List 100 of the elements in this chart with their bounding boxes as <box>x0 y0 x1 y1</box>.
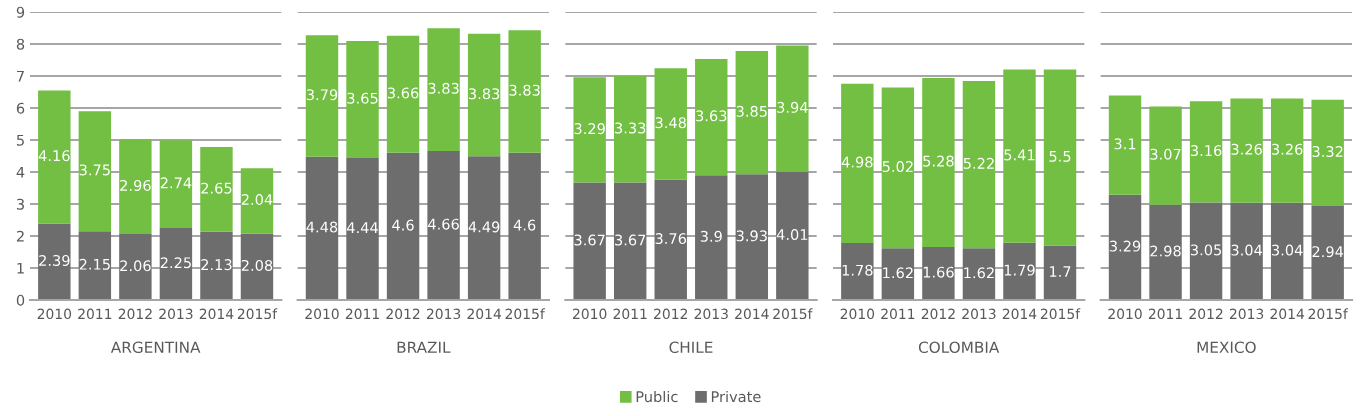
bar <box>467 156 501 300</box>
bar <box>119 139 152 235</box>
x-tick-label: 2011 <box>345 308 379 320</box>
data-label: 5.41 <box>1004 149 1035 161</box>
bar <box>159 140 193 228</box>
data-label: 3.16 <box>1190 145 1222 157</box>
data-label: 2.08 <box>241 259 273 271</box>
x-axis-title: CHILE <box>669 341 713 354</box>
bar <box>1230 202 1263 300</box>
bar <box>776 171 809 300</box>
data-label: 3.67 <box>615 234 646 246</box>
bar <box>38 90 71 224</box>
data-label: 4.66 <box>428 218 459 230</box>
bar <box>346 41 379 158</box>
data-label: 4.6 <box>513 219 536 231</box>
bar <box>841 83 874 244</box>
data-label: 3.94 <box>777 101 808 113</box>
y-tick-label: 1 <box>17 262 24 274</box>
y-tick-label: 9 <box>16 6 25 18</box>
data-label: 3.07 <box>1150 148 1181 160</box>
bar <box>922 77 955 247</box>
x-tick-label: 2010 <box>573 308 607 320</box>
y-tick-label: 8 <box>16 38 25 50</box>
x-axis-title: MEXICO <box>1197 341 1256 354</box>
bar <box>1230 98 1263 203</box>
legend-label: Public <box>636 390 678 403</box>
x-axis-title: BRAZIL <box>397 341 451 353</box>
data-label: 3.93 <box>736 230 767 242</box>
x-tick-label: 2010 <box>37 308 72 320</box>
bar <box>240 168 274 234</box>
data-label: 3.48 <box>655 117 686 129</box>
data-label: 4.16 <box>38 150 70 162</box>
x-tick-label: 2015f <box>773 308 813 320</box>
data-label: 4.6 <box>392 219 414 231</box>
bar <box>881 248 915 300</box>
x-tick-label: 2012 <box>654 308 688 320</box>
bar <box>573 182 606 300</box>
bar <box>613 76 647 183</box>
bar <box>119 234 152 300</box>
x-tick-label: 2010 <box>840 308 875 320</box>
x-tick-label: 2012 <box>386 308 420 320</box>
bar <box>1108 194 1142 300</box>
x-tick-label: 2014 <box>735 308 769 320</box>
bar <box>1270 202 1304 300</box>
data-label: 1.78 <box>842 264 873 276</box>
data-label: 3.67 <box>574 234 605 246</box>
bar <box>1311 99 1344 206</box>
x-tick-label: 2014 <box>467 308 502 320</box>
bar <box>305 156 339 300</box>
bar <box>962 81 996 249</box>
bar <box>467 33 501 157</box>
y-tick-label: 4 <box>16 166 25 178</box>
bar <box>305 35 339 157</box>
x-tick-label: 2012 <box>921 308 955 320</box>
bar <box>1108 95 1142 195</box>
bar <box>200 147 233 232</box>
bar <box>735 174 769 300</box>
data-label: 2.15 <box>79 258 110 270</box>
x-tick-label: 2013 <box>694 308 728 320</box>
bar <box>1043 69 1077 246</box>
bar <box>159 228 193 300</box>
data-label: 3.26 <box>1272 143 1303 155</box>
data-label: 3.76 <box>655 233 687 245</box>
bar <box>1311 205 1344 300</box>
data-label: 3.32 <box>1312 146 1343 158</box>
data-label: 3.29 <box>574 123 605 135</box>
x-tick-label: 2015f <box>237 308 278 320</box>
bar <box>573 77 606 183</box>
data-label: 1.62 <box>883 267 913 279</box>
x-axis-title: COLOMBIA <box>918 341 1000 354</box>
x-tick-label: 2015f <box>505 308 546 320</box>
x-tick-label: 2012 <box>1189 308 1223 320</box>
bar <box>1149 106 1182 205</box>
bar <box>200 231 233 300</box>
bar <box>695 59 728 176</box>
bar <box>427 150 460 300</box>
y-tick-label: 5 <box>16 134 24 146</box>
legend-label: Private <box>711 390 761 403</box>
data-label: 3.04 <box>1231 244 1263 256</box>
data-label: 2.25 <box>160 257 191 269</box>
bar <box>1189 101 1223 203</box>
bar <box>1189 202 1223 300</box>
x-tick-label: 2014 <box>1002 308 1037 320</box>
x-tick-label: 2015f <box>1308 308 1349 320</box>
data-label: 5.22 <box>963 157 994 169</box>
data-label: 3.83 <box>428 82 459 94</box>
x-tick-label: 2012 <box>118 308 152 320</box>
x-tick-label: 2011 <box>1148 308 1182 320</box>
data-label: 3.1 <box>1114 138 1136 150</box>
x-tick-label: 2010 <box>305 308 339 320</box>
data-label: 3.83 <box>469 88 500 100</box>
data-label: 1.79 <box>1004 264 1035 276</box>
x-tick-label: 2010 <box>1108 308 1142 320</box>
y-tick-label: 0 <box>16 294 25 306</box>
data-label: 2.74 <box>160 177 192 189</box>
x-tick-label: 2011 <box>881 308 915 320</box>
bar <box>508 152 541 300</box>
y-tick-label: 3 <box>16 198 24 210</box>
data-label: 3.9 <box>700 230 722 242</box>
x-axis-title: ARGENTINA <box>110 341 201 354</box>
